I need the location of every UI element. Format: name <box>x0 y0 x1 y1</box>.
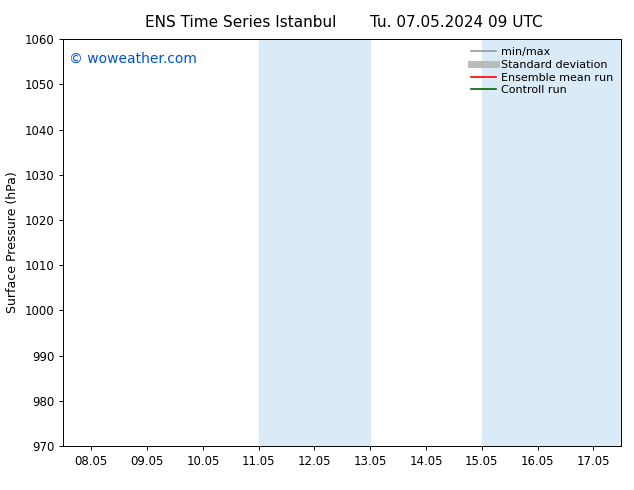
Y-axis label: Surface Pressure (hPa): Surface Pressure (hPa) <box>6 172 19 314</box>
Bar <box>482 39 621 446</box>
Text: Tu. 07.05.2024 09 UTC: Tu. 07.05.2024 09 UTC <box>370 15 543 30</box>
Legend: min/max, Standard deviation, Ensemble mean run, Controll run: min/max, Standard deviation, Ensemble me… <box>469 45 616 98</box>
Text: ENS Time Series Istanbul: ENS Time Series Istanbul <box>145 15 337 30</box>
Text: © woweather.com: © woweather.com <box>69 51 197 65</box>
Bar <box>259 39 370 446</box>
